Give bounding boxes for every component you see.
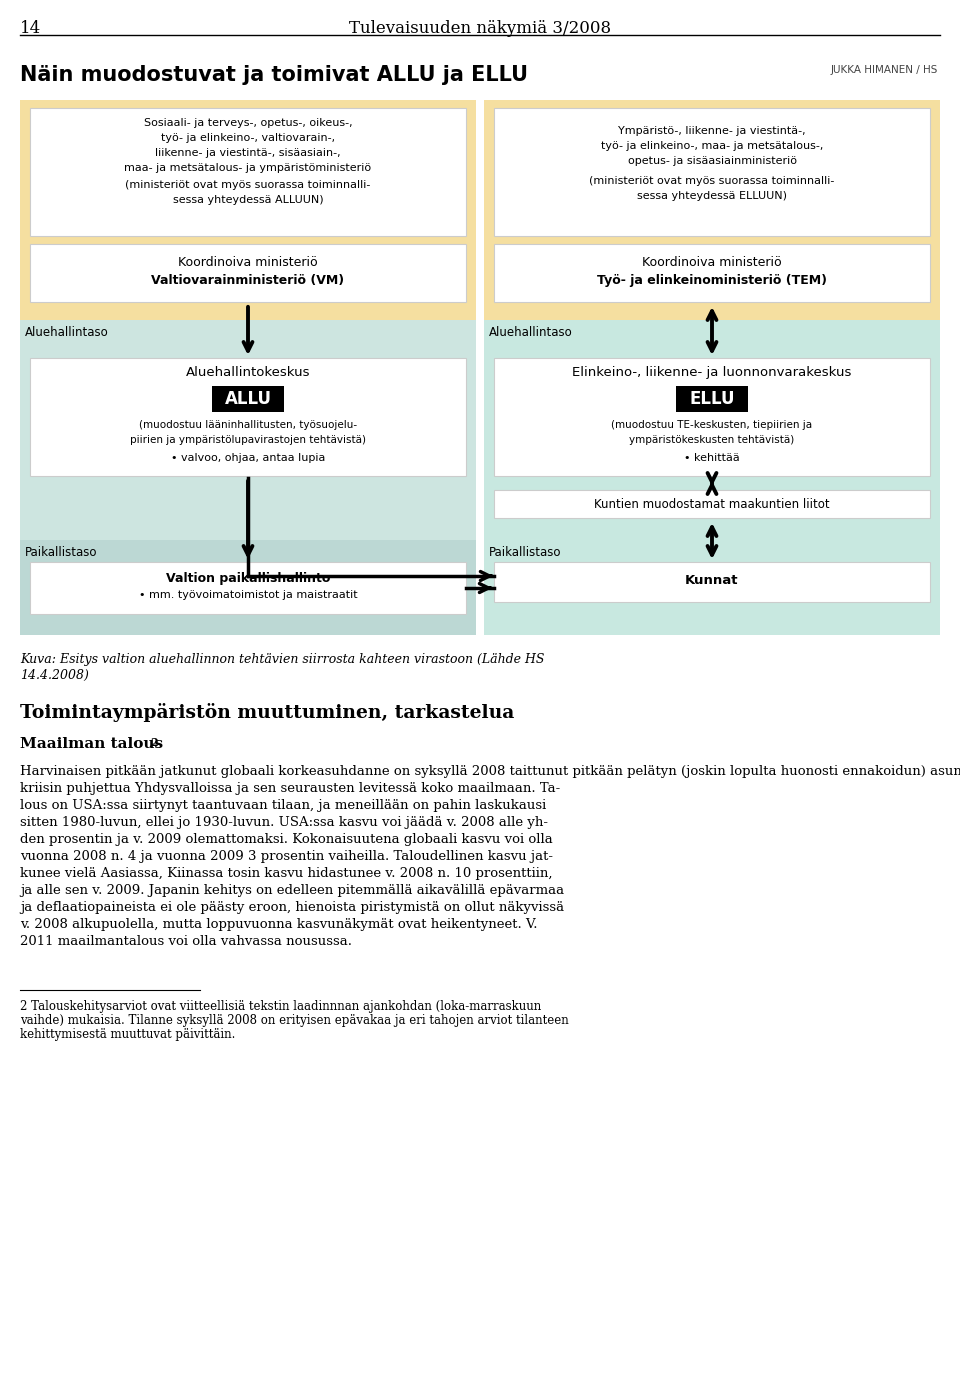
Bar [494,108,930,236]
Text: Paikallistaso: Paikallistaso [25,546,98,560]
Bar [494,490,930,518]
Text: työ- ja elinkeino-, valtiovarain-,: työ- ja elinkeino-, valtiovarain-, [161,133,335,143]
Text: (ministeriöt ovat myös suorassa toiminnalli-: (ministeriöt ovat myös suorassa toiminna… [589,176,834,186]
Text: Valtion paikallishallinto: Valtion paikallishallinto [166,572,330,585]
Text: JUKKA HIMANEN / HS: JUKKA HIMANEN / HS [830,64,938,76]
Text: 14.4.2008): 14.4.2008) [20,669,89,681]
Bar [484,320,940,635]
Bar [20,540,476,635]
Text: Paikallistaso: Paikallistaso [489,546,562,560]
Text: • kehittää: • kehittää [684,453,740,463]
Text: Sosiaali- ja terveys-, opetus-, oikeus-,: Sosiaali- ja terveys-, opetus-, oikeus-, [144,118,352,127]
Bar [494,358,930,476]
Text: ja alle sen v. 2009. Japanin kehitys on edelleen pitemmällä aikavälillä epävarma: ja alle sen v. 2009. Japanin kehitys on … [20,884,564,897]
Text: ympäristökeskusten tehtävistä): ympäristökeskusten tehtävistä) [630,435,795,445]
Text: sessa yhteydessä ALLUUN): sessa yhteydessä ALLUUN) [173,194,324,206]
Text: 14: 14 [20,20,41,36]
Text: (muodostuu lääninhallitusten, työsuojelu-: (muodostuu lääninhallitusten, työsuojelu… [139,420,357,429]
Bar [494,562,930,602]
Text: v. 2008 alkupuolella, mutta loppuvuonna kasvunäkymät ovat heikentyneet. V.: v. 2008 alkupuolella, mutta loppuvuonna … [20,918,538,930]
Text: ALLU: ALLU [225,390,272,409]
Text: Koordinoiva ministeriö: Koordinoiva ministeriö [179,256,318,269]
Text: (ministeriöt ovat myös suorassa toiminnalli-: (ministeriöt ovat myös suorassa toiminna… [126,180,371,190]
Text: Harvinaisen pitkään jatkunut globaali korkeasuhdanne on syksyllä 2008 taittunut : Harvinaisen pitkään jatkunut globaali ko… [20,765,960,778]
Text: ja deflaatiopaineista ei ole päästy eroon, hienoista piristymistä on ollut näkyv: ja deflaatiopaineista ei ole päästy eroo… [20,901,564,914]
Bar [676,386,748,411]
Bar [30,108,466,236]
Text: Työ- ja elinkeinoministeriö (TEM): Työ- ja elinkeinoministeriö (TEM) [597,274,827,287]
Text: (muodostuu TE-keskusten, tiepiirien ja: (muodostuu TE-keskusten, tiepiirien ja [612,420,812,429]
Text: Toimintaympäristön muuttuminen, tarkastelua: Toimintaympäristön muuttuminen, tarkaste… [20,704,515,722]
Text: kehittymisestä muuttuvat päivittäin.: kehittymisestä muuttuvat päivittäin. [20,1028,235,1041]
Text: maa- ja metsätalous- ja ympäristöministeriö: maa- ja metsätalous- ja ympäristöministe… [125,164,372,173]
Bar [484,99,940,320]
Text: Valtiovarainministeriö (VM): Valtiovarainministeriö (VM) [152,274,345,287]
Text: Koordinoiva ministeriö: Koordinoiva ministeriö [642,256,781,269]
Bar [30,562,466,614]
Bar [212,386,284,411]
Text: Aluehallintaso: Aluehallintaso [25,326,108,339]
Text: Kuva: Esitys valtion aluehallinnon tehtävien siirrosta kahteen virastoon (Lähde : Kuva: Esitys valtion aluehallinnon tehtä… [20,653,544,666]
Text: Kunnat: Kunnat [685,574,739,588]
Bar [20,320,476,540]
Text: den prosentin ja v. 2009 olemattomaksi. Kokonaisuutena globaali kasvu voi olla: den prosentin ja v. 2009 olemattomaksi. … [20,832,553,846]
Text: kriisin puhjettua Yhdysvalloissa ja sen seurausten levitessä koko maailmaan. Ta-: kriisin puhjettua Yhdysvalloissa ja sen … [20,782,561,795]
Text: sitten 1980-luvun, ellei jo 1930-luvun. USA:ssa kasvu voi jäädä v. 2008 alle yh-: sitten 1980-luvun, ellei jo 1930-luvun. … [20,816,548,830]
Text: Kuntien muodostamat maakuntien liitot: Kuntien muodostamat maakuntien liitot [594,498,829,511]
Text: ELLU: ELLU [689,390,734,409]
Text: liikenne- ja viestintä-, sisäasiain-,: liikenne- ja viestintä-, sisäasiain-, [156,148,341,158]
Text: 2: 2 [150,737,157,748]
Text: sessa yhteydessä ELLUUN): sessa yhteydessä ELLUUN) [637,192,787,201]
Text: piirien ja ympäristölupavirastojen tehtävistä): piirien ja ympäristölupavirastojen tehtä… [130,435,366,445]
Text: vaihde) mukaisia. Tilanne syksyllä 2008 on erityisen epävakaa ja eri tahojen arv: vaihde) mukaisia. Tilanne syksyllä 2008 … [20,1014,568,1027]
Text: lous on USA:ssa siirtynyt taantuvaan tilaan, ja meneillään on pahin laskukausi: lous on USA:ssa siirtynyt taantuvaan til… [20,799,546,811]
Text: Ympäristö-, liikenne- ja viestintä-,: Ympäristö-, liikenne- ja viestintä-, [618,126,805,136]
Text: 2 Talouskehitysarviot ovat viitteellisiä tekstin laadinnnan ajankohdan (loka-mar: 2 Talouskehitysarviot ovat viitteellisiä… [20,1000,541,1013]
Text: työ- ja elinkeino-, maa- ja metsätalous-,: työ- ja elinkeino-, maa- ja metsätalous-… [601,141,823,151]
Text: Tulevaisuuden näkymiä 3/2008: Tulevaisuuden näkymiä 3/2008 [348,20,612,36]
Text: Näin muodostuvat ja toimivat ALLU ja ELLU: Näin muodostuvat ja toimivat ALLU ja ELL… [20,64,528,85]
Bar [30,358,466,476]
Text: • mm. työvoimatoimistot ja maistraatit: • mm. työvoimatoimistot ja maistraatit [138,590,357,600]
Bar [494,243,930,302]
Text: Aluehallintokeskus: Aluehallintokeskus [185,367,310,379]
Bar [30,243,466,302]
Text: Elinkeino-, liikenne- ja luonnonvarakeskus: Elinkeino-, liikenne- ja luonnonvarakesk… [572,367,852,379]
Bar [20,99,476,320]
Text: Aluehallintaso: Aluehallintaso [489,326,573,339]
Text: vuonna 2008 n. 4 ja vuonna 2009 3 prosentin vaiheilla. Taloudellinen kasvu jat-: vuonna 2008 n. 4 ja vuonna 2009 3 prosen… [20,851,553,863]
Text: opetus- ja sisäasiainministeriö: opetus- ja sisäasiainministeriö [628,157,797,166]
Text: 2011 maailmantalous voi olla vahvassa nousussa.: 2011 maailmantalous voi olla vahvassa no… [20,935,352,949]
Text: Maailman talous: Maailman talous [20,737,163,751]
Text: • valvoo, ohjaa, antaa lupia: • valvoo, ohjaa, antaa lupia [171,453,325,463]
Text: kunee vielä Aasiassa, Kiinassa tosin kasvu hidastunee v. 2008 n. 10 prosenttiin,: kunee vielä Aasiassa, Kiinassa tosin kas… [20,867,553,880]
